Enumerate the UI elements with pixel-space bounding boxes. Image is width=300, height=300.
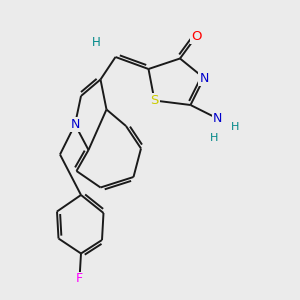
Text: F: F	[76, 272, 83, 286]
Text: S: S	[150, 94, 159, 107]
Text: H: H	[92, 35, 100, 49]
Text: N: N	[70, 118, 80, 131]
Text: N: N	[199, 71, 209, 85]
Text: N: N	[213, 112, 222, 125]
Text: H: H	[210, 133, 219, 143]
Text: H: H	[231, 122, 240, 133]
Text: O: O	[191, 29, 202, 43]
